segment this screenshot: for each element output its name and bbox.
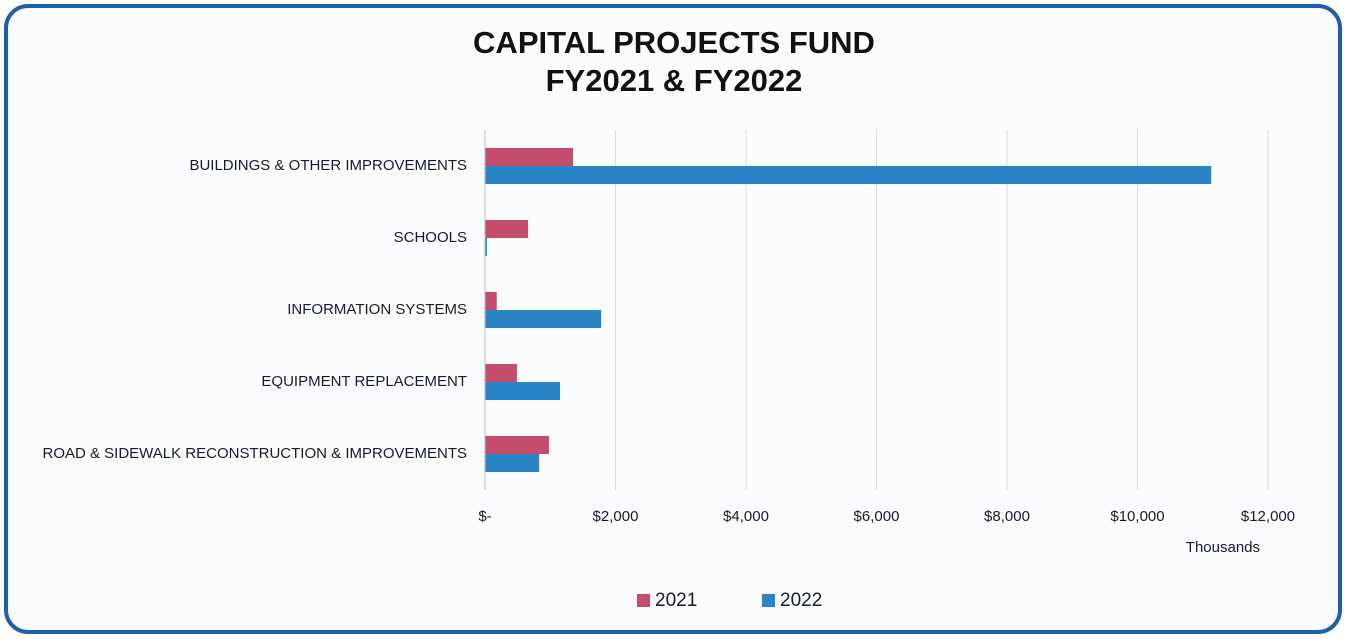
chart-title: CAPITAL PROJECTS FUND — [473, 25, 875, 60]
legend-swatch — [762, 594, 775, 607]
x-tick-label: $12,000 — [1241, 508, 1295, 525]
bar — [485, 364, 517, 382]
x-tick-label: $10,000 — [1110, 508, 1164, 525]
y-tick-label: INFORMATION SYSTEMS — [287, 301, 467, 318]
legend-label: 2021 — [655, 590, 697, 611]
bar — [485, 382, 561, 400]
bar — [485, 310, 602, 328]
y-tick-label: BUILDINGS & OTHER IMPROVEMENTS — [189, 157, 467, 174]
x-axis-label: Thousands — [1186, 539, 1260, 556]
y-tick-label: ROAD & SIDEWALK RECONSTRUCTION & IMPROVE… — [43, 445, 468, 462]
y-tick-label: EQUIPMENT REPLACEMENT — [261, 373, 467, 390]
y-tick-label: SCHOOLS — [394, 229, 467, 246]
bar — [485, 454, 540, 472]
bar — [485, 238, 487, 256]
x-tick-label: $8,000 — [984, 508, 1030, 525]
bar — [485, 148, 574, 166]
chart-subtitle: FY2021 & FY2022 — [546, 63, 803, 98]
bar — [485, 166, 1212, 184]
x-tick-label: $6,000 — [854, 508, 900, 525]
bar — [485, 220, 529, 238]
bar — [485, 436, 549, 454]
x-tick-label: $2,000 — [593, 508, 639, 525]
legend-label: 2022 — [780, 590, 822, 611]
x-tick-label: $4,000 — [723, 508, 769, 525]
frame — [4, 4, 1342, 634]
x-tick-label: $- — [478, 508, 491, 525]
bar — [485, 292, 497, 310]
legend-swatch — [637, 594, 650, 607]
